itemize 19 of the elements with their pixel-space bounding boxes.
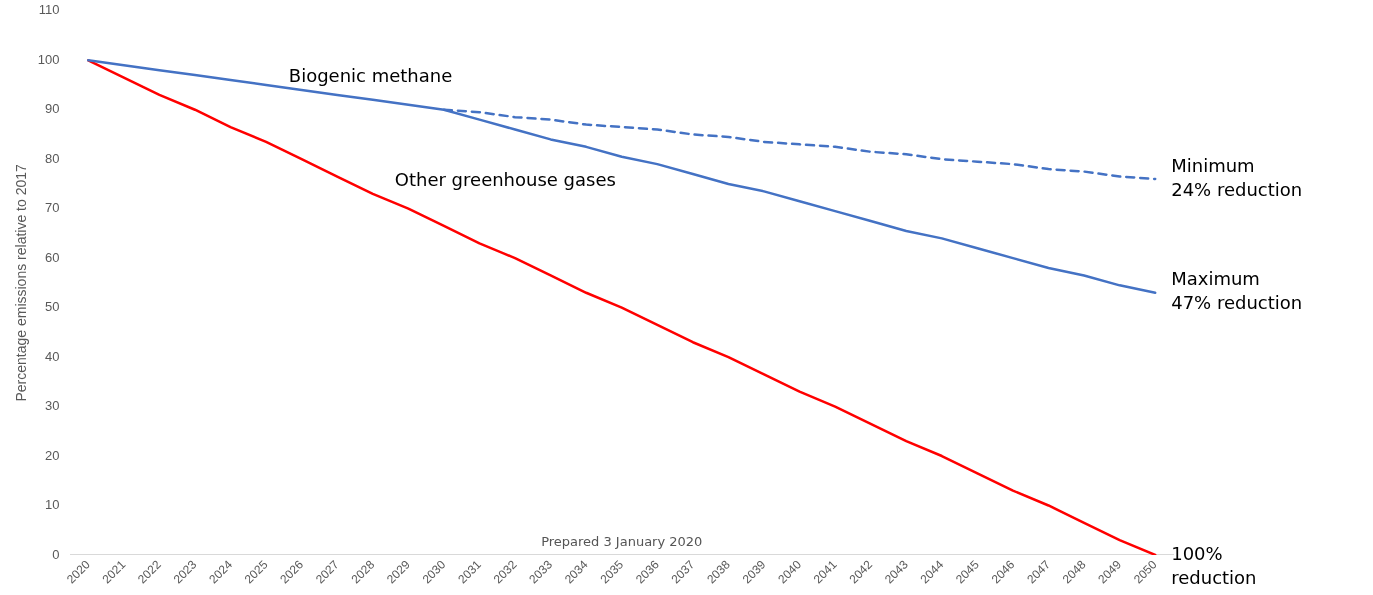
annotation: 100% reduction xyxy=(1171,542,1257,588)
y-tick-label: 110 xyxy=(38,2,60,18)
y-tick-label: 90 xyxy=(45,101,60,117)
annotation: Prepared 3 January 2020 xyxy=(541,533,703,549)
y-tick-label: 40 xyxy=(45,348,60,364)
annotation: Maximum 47% reduction xyxy=(1171,268,1303,314)
y-tick-label: 0 xyxy=(52,546,60,562)
series-label: Other greenhouse gases xyxy=(394,168,616,190)
annotation: Minimum 24% reduction xyxy=(1171,154,1303,200)
y-tick-label: 80 xyxy=(45,150,60,166)
y-axis-title: Percentage emissions relative to 2017 xyxy=(13,163,30,402)
y-tick-label: 30 xyxy=(45,398,60,414)
y-tick-label: 70 xyxy=(45,200,60,216)
y-tick-label: 50 xyxy=(45,299,60,315)
series-label: Biogenic methane xyxy=(288,64,453,86)
y-tick-label: 20 xyxy=(45,447,60,463)
y-tick-label: 60 xyxy=(45,249,60,265)
y-tick-label: 100 xyxy=(37,51,60,67)
y-tick-label: 10 xyxy=(45,497,60,513)
